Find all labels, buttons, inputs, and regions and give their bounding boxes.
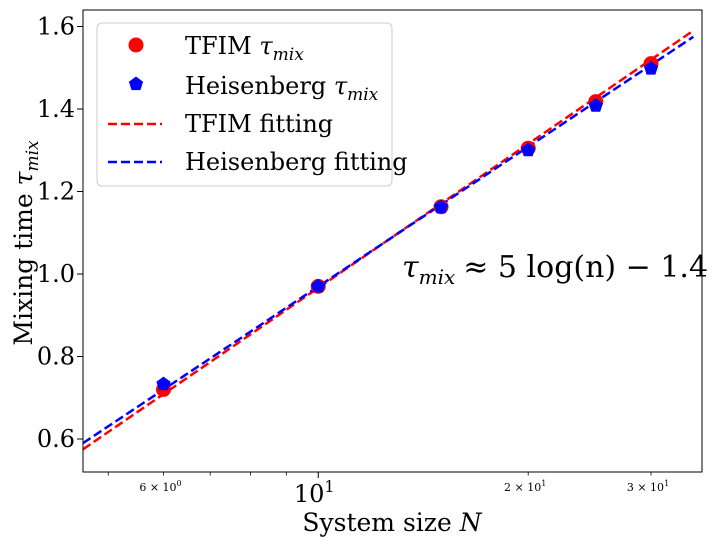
x-axis-ticks: 101 6 × 100 2 × 101 3 × 101 <box>107 472 669 508</box>
x-axis-label-var: N <box>459 508 483 537</box>
legend-marker-tfim <box>128 37 144 53</box>
x-major-tick-label: 101 <box>294 477 335 508</box>
formula-lhs-sub: mix <box>419 265 456 289</box>
x-axis-label-text: System size <box>302 508 451 537</box>
formula-lhs-var: τ <box>402 250 419 285</box>
x-minor-tick-label: 3 × 101 <box>627 479 669 494</box>
data-point-heisenberg <box>588 98 603 112</box>
y-axis-label-var: τ <box>9 170 38 185</box>
y-axis-label-text: Mixing time <box>9 193 38 345</box>
x-axis-label: System size N <box>302 508 482 537</box>
legend: TFIM τmix Heisenberg τmix TFIM fitting H… <box>96 22 408 187</box>
y-tick-label: 1.2 <box>37 178 75 206</box>
legend-box <box>96 22 393 187</box>
legend-entry-tfim-fitting: TFIM fitting <box>185 110 333 138</box>
data-point-heisenberg <box>311 278 326 293</box>
y-tick-label: 0.8 <box>37 343 75 371</box>
data-point-heisenberg <box>643 61 659 75</box>
plot-area-frame <box>82 9 703 473</box>
formula-rhs: ≈ 5 log(n) − 1.4 <box>463 250 708 285</box>
legend-entry-tfim: TFIM τmix <box>185 32 304 65</box>
y-tick-label: 1.6 <box>37 13 75 41</box>
data-marks <box>82 29 695 451</box>
y-axis-ticks: 0.6 0.8 1.0 1.2 1.4 1.6 <box>37 13 83 453</box>
data-point-heisenberg <box>521 142 536 157</box>
y-tick-label: 1.0 <box>37 260 75 288</box>
data-point-heisenberg <box>433 199 449 214</box>
legend-entry-heisenberg-fitting: Heisenberg fitting <box>185 148 408 176</box>
x-minor-tick-label: 2 × 101 <box>504 479 546 494</box>
legend-entry-heisenberg: Heisenberg τmix <box>185 72 379 105</box>
y-axis-label-sub: mix <box>23 140 43 172</box>
y-tick-label: 1.4 <box>37 95 75 123</box>
x-minor-tick-label: 6 × 100 <box>139 479 181 494</box>
formula-annotation: τmix ≈ 5 log(n) − 1.4 <box>402 250 708 289</box>
legend-marker-heisenberg <box>128 76 144 91</box>
y-tick-label: 0.6 <box>37 425 75 453</box>
data-point-heisenberg <box>156 376 171 391</box>
y-axis-label: Mixing time τmix <box>9 140 43 346</box>
